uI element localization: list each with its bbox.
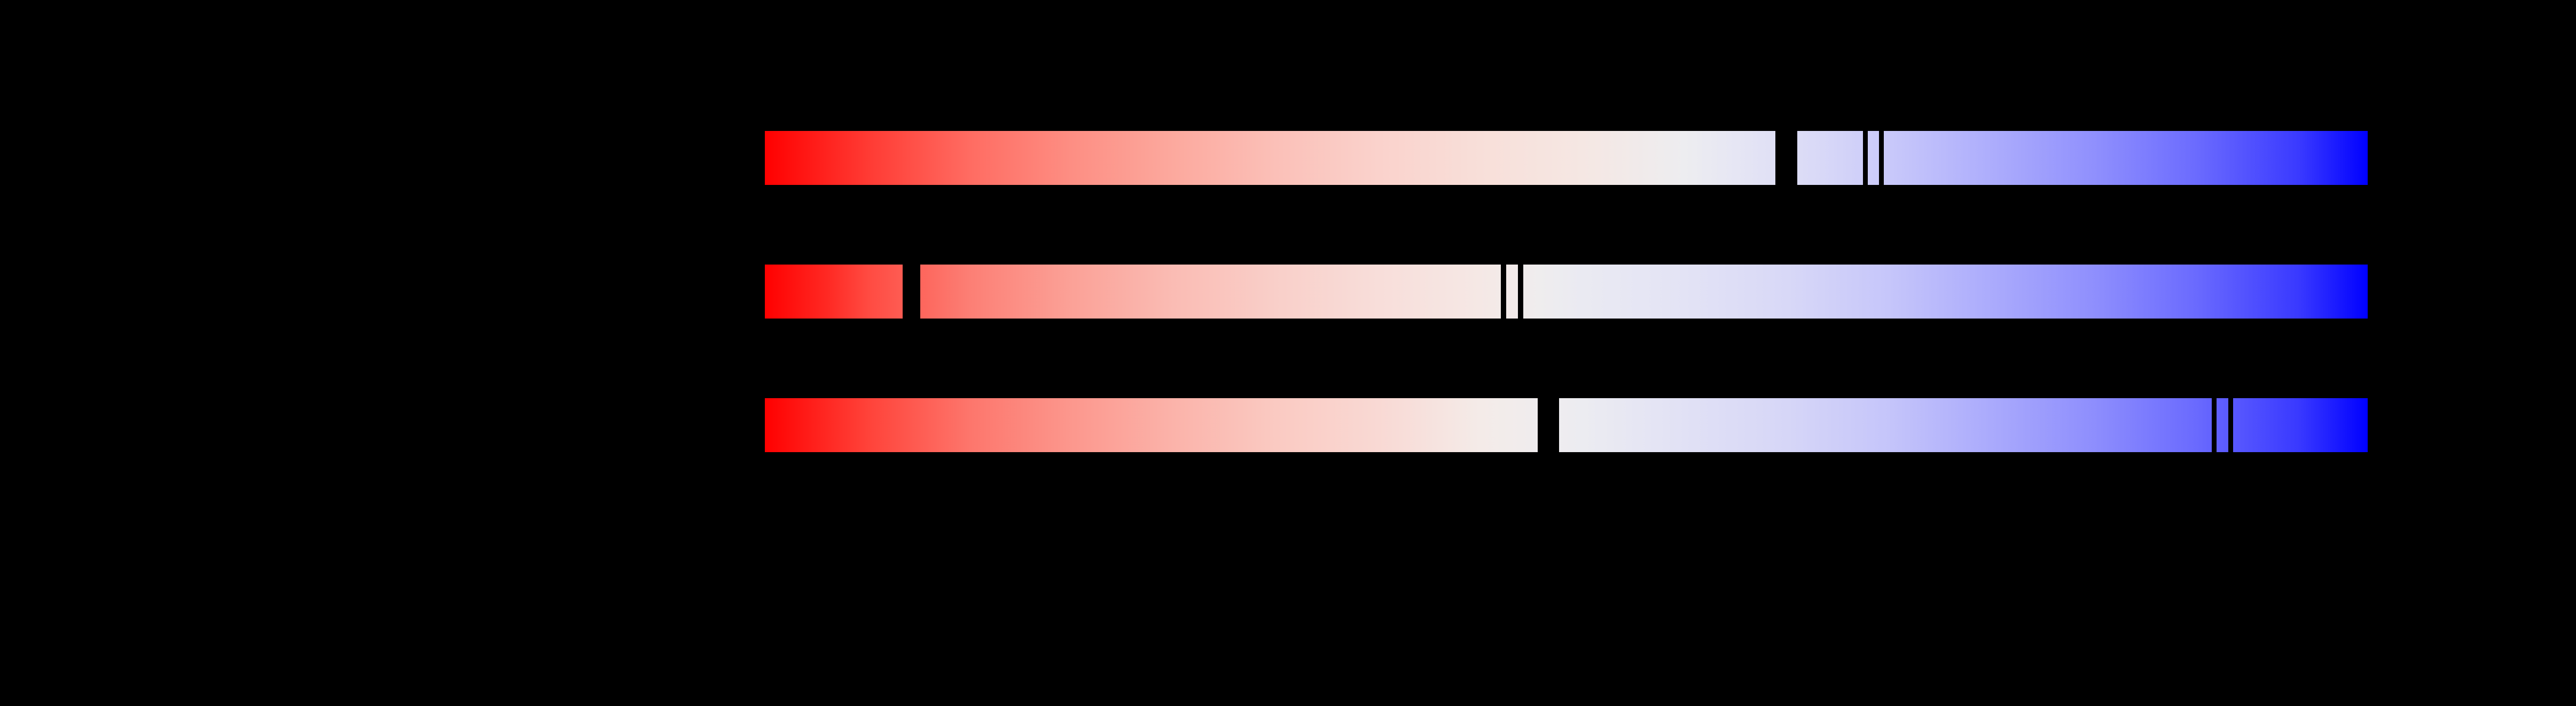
- wide-tick-marker: [1775, 131, 1797, 185]
- wide-tick-marker: [1538, 398, 1559, 452]
- gradient-strip-3: [765, 398, 2368, 452]
- gradient-strip-2: [765, 265, 2368, 319]
- thin-tick-marker-2: [2228, 398, 2233, 452]
- gradient-strip-1: [765, 131, 2368, 185]
- thin-tick-marker-2: [1518, 265, 1523, 319]
- thin-tick-marker-2: [1879, 131, 1884, 185]
- thin-tick-marker-1: [1863, 131, 1868, 185]
- wide-tick-marker: [903, 265, 920, 319]
- thin-tick-marker-1: [1501, 265, 1506, 319]
- thin-tick-marker-1: [2212, 398, 2217, 452]
